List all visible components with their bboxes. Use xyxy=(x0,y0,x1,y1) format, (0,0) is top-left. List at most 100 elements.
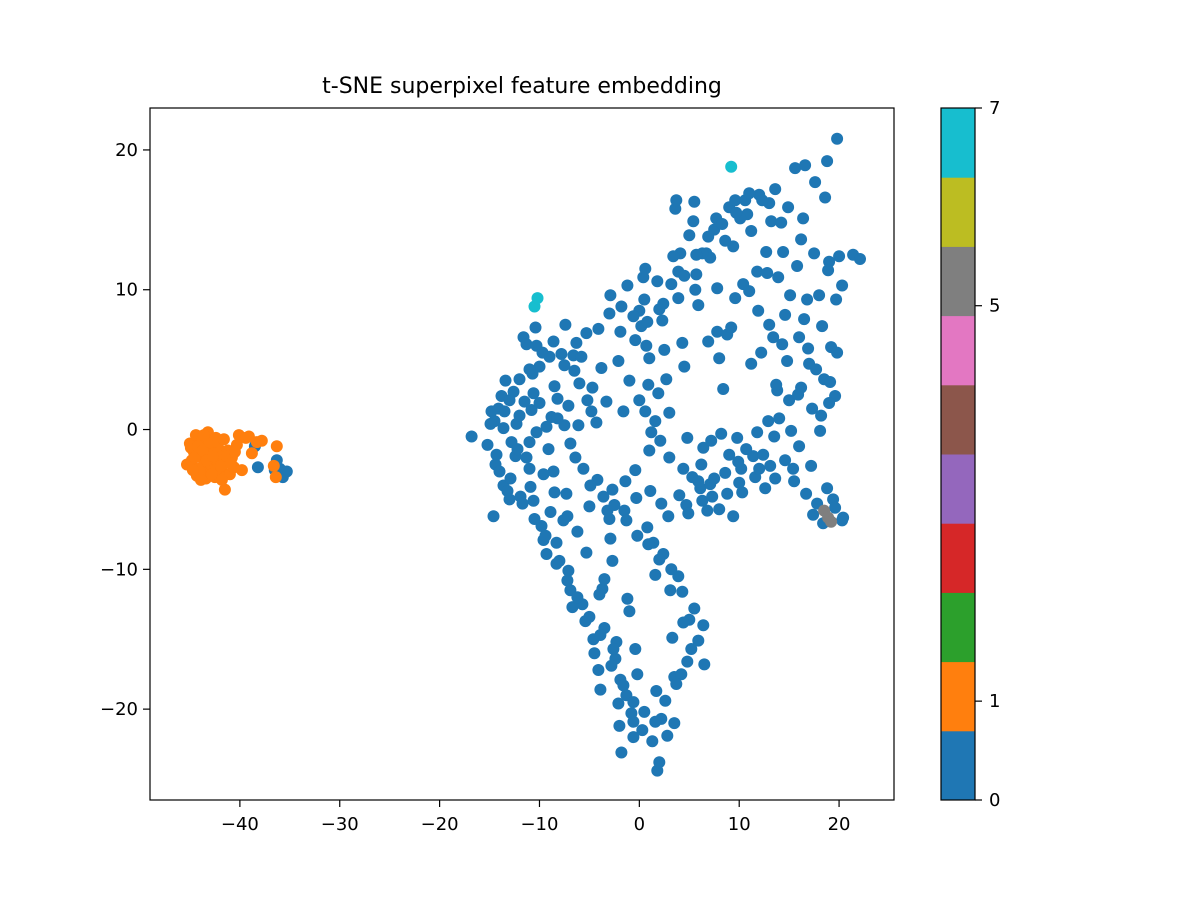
x-tick-label: −20 xyxy=(421,814,459,835)
point-class-0 xyxy=(756,194,769,207)
point-class-0 xyxy=(688,195,701,208)
point-class-0 xyxy=(503,493,516,506)
point-class-0 xyxy=(672,292,685,305)
point-class-0 xyxy=(823,397,836,409)
point-class-0 xyxy=(527,387,540,400)
point-class-0 xyxy=(598,573,611,586)
point-class-1 xyxy=(217,433,230,446)
point-class-0 xyxy=(629,643,642,655)
point-class-0 xyxy=(600,395,613,408)
point-class-0 xyxy=(801,293,814,306)
point-class-0 xyxy=(652,387,665,400)
colorbar-segment xyxy=(941,592,975,663)
point-class-0 xyxy=(663,406,676,419)
point-class-0 xyxy=(630,492,643,504)
point-class-0 xyxy=(612,355,625,367)
point-class-0 xyxy=(570,336,583,349)
point-class-0 xyxy=(690,248,703,261)
point-class-0 xyxy=(653,756,666,769)
point-class-0 xyxy=(819,191,832,204)
colorbar: 0 1 5 7 xyxy=(940,98,1000,811)
point-class-0 xyxy=(585,405,598,418)
point-class-0 xyxy=(761,267,774,279)
point-class-0 xyxy=(603,307,616,320)
point-class-0 xyxy=(689,283,702,296)
plot-points xyxy=(181,132,866,777)
point-class-0 xyxy=(751,426,764,439)
point-class-0 xyxy=(831,346,844,359)
point-class-0 xyxy=(649,715,662,728)
point-class-0 xyxy=(762,415,775,428)
point-class-0 xyxy=(560,487,573,500)
point-class-0 xyxy=(638,293,651,306)
point-class-1 xyxy=(245,447,258,460)
point-class-0 xyxy=(763,318,776,331)
point-class-0 xyxy=(660,373,673,386)
point-class-0 xyxy=(615,300,628,313)
point-class-0 xyxy=(490,448,503,461)
point-class-0 xyxy=(781,355,794,367)
point-class-0 xyxy=(551,412,564,425)
point-class-0 xyxy=(779,454,792,467)
point-class-1 xyxy=(267,459,280,472)
point-class-0 xyxy=(612,697,625,710)
point-class-1 xyxy=(196,444,209,457)
point-class-0 xyxy=(577,462,590,475)
point-class-0 xyxy=(800,487,813,500)
point-class-0 xyxy=(793,331,806,344)
point-class-0 xyxy=(753,462,766,475)
point-class-0 xyxy=(580,327,593,340)
chart-title: t-SNE superpixel feature embedding xyxy=(322,74,722,99)
colorbar-tick-label: 0 xyxy=(989,790,1000,811)
point-class-0 xyxy=(613,719,626,732)
point-class-0 xyxy=(643,444,656,457)
point-class-0 xyxy=(536,346,549,359)
point-class-0 xyxy=(547,465,560,478)
point-class-0 xyxy=(572,419,585,432)
point-class-0 xyxy=(251,461,264,474)
point-class-0 xyxy=(595,362,608,374)
point-class-0 xyxy=(627,310,640,323)
point-class-0 xyxy=(833,250,846,263)
point-class-0 xyxy=(621,279,634,292)
point-class-0 xyxy=(523,363,536,376)
point-class-0 xyxy=(789,162,802,175)
point-class-0 xyxy=(638,705,651,718)
point-class-1 xyxy=(194,473,207,486)
point-class-0 xyxy=(822,264,835,277)
y-tick-label: −20 xyxy=(100,699,138,720)
point-class-0 xyxy=(698,658,711,671)
point-class-0 xyxy=(513,373,526,386)
point-class-1 xyxy=(218,483,231,496)
point-class-0 xyxy=(775,216,788,229)
point-class-0 xyxy=(814,424,827,437)
point-class-0 xyxy=(583,610,596,623)
point-class-0 xyxy=(580,546,593,559)
point-class-0 xyxy=(542,443,555,456)
y-axis: −20 −10 0 10 20 xyxy=(100,140,150,720)
point-class-1 xyxy=(214,459,227,472)
x-tick-label: 10 xyxy=(728,814,751,835)
point-class-0 xyxy=(641,521,654,534)
point-class-0 xyxy=(568,364,581,377)
point-class-0 xyxy=(641,315,654,328)
point-class-0 xyxy=(824,376,837,388)
point-class-0 xyxy=(639,262,652,275)
point-class-0 xyxy=(809,176,822,189)
point-class-0 xyxy=(551,392,564,405)
point-class-0 xyxy=(677,616,690,629)
point-class-0 xyxy=(544,506,557,518)
point-class-0 xyxy=(808,247,821,260)
point-class-0 xyxy=(665,278,678,291)
point-class-0 xyxy=(523,436,536,449)
point-class-0 xyxy=(765,215,778,228)
point-class-0 xyxy=(787,462,800,475)
point-class-0 xyxy=(736,486,749,499)
colorbar-segment xyxy=(941,315,975,386)
colorbar-tick-label: 5 xyxy=(989,296,1000,317)
point-class-0 xyxy=(561,574,574,587)
y-tick-label: 0 xyxy=(127,420,138,441)
point-class-1 xyxy=(206,450,219,463)
point-class-1 xyxy=(228,445,241,458)
